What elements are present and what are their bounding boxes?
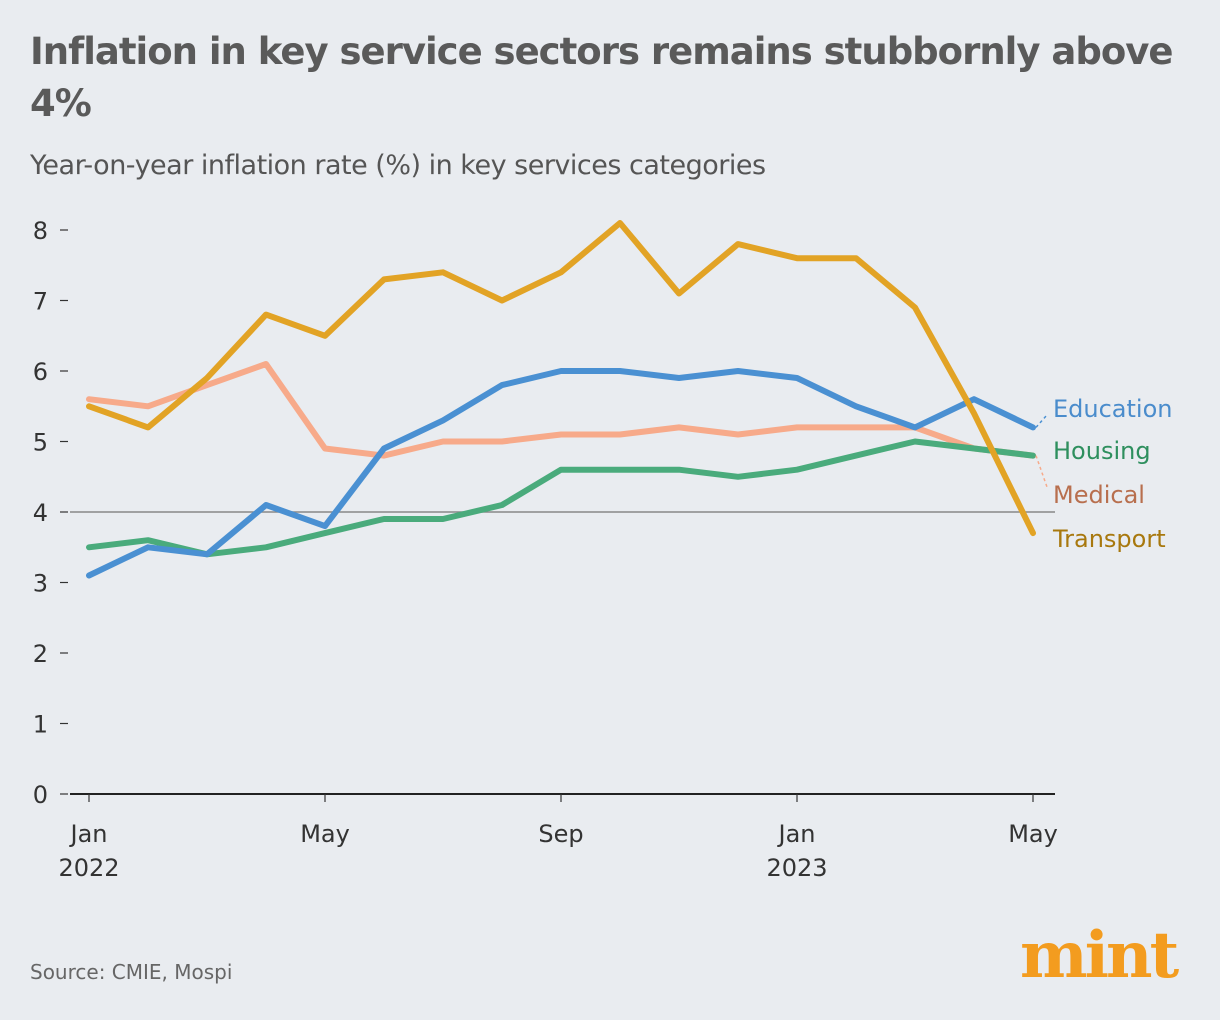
- y-tick-label: 0: [33, 781, 48, 809]
- x-tick-label: Jan: [777, 820, 816, 848]
- y-tick-label: 3: [33, 570, 48, 598]
- y-tick-label: 5: [33, 429, 48, 457]
- x-tick-year: 2022: [58, 854, 119, 882]
- label-leader-medical: [1035, 455, 1048, 488]
- x-tick-year: 2023: [766, 854, 827, 882]
- series-line-transport: [86, 220, 1036, 537]
- series-line-medical: [86, 361, 1036, 459]
- y-tick-label: 4: [33, 499, 48, 527]
- y-tick-label: 2: [33, 640, 48, 668]
- series-label-transport: Transport: [1052, 525, 1166, 553]
- series-label-medical: Medical: [1053, 481, 1145, 509]
- chart-title: Inflation in key service sectors remains…: [30, 30, 1173, 125]
- chart-subtitle: Year-on-year inflation rate (%) in key s…: [30, 150, 766, 181]
- y-tick-label: 7: [33, 288, 48, 316]
- series-label-education: Education: [1053, 395, 1172, 423]
- mint-logo: mint: [1020, 918, 1179, 993]
- x-tick-label: May: [300, 820, 350, 848]
- y-tick-label: 8: [33, 217, 48, 245]
- y-tick-label: 1: [33, 711, 48, 739]
- y-tick-label: 6: [33, 358, 48, 386]
- x-tick-label: Jan: [69, 820, 108, 848]
- series-line-housing: [86, 438, 1036, 558]
- x-tick-label: Sep: [538, 820, 583, 848]
- series-line-education: [86, 368, 1036, 579]
- source-note: Source: CMIE, Mospi: [30, 960, 233, 984]
- x-tick-label: May: [1008, 820, 1058, 848]
- label-leader-education: [1035, 414, 1048, 428]
- series-label-housing: Housing: [1053, 437, 1151, 465]
